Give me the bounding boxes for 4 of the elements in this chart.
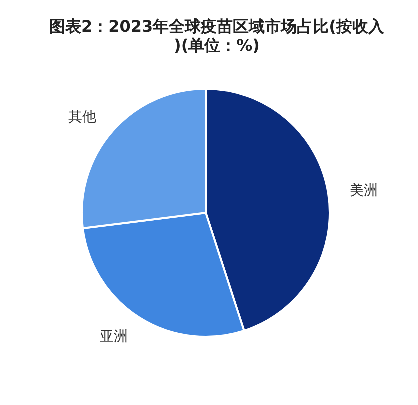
- chart-title: 图表2：2023年全球疫苗区域市场占比(按收入)(单位：%): [50, 17, 386, 55]
- slice-label: 亚洲: [100, 329, 128, 346]
- slice-label: 美洲: [350, 183, 378, 200]
- slice-label: 其他: [68, 109, 96, 126]
